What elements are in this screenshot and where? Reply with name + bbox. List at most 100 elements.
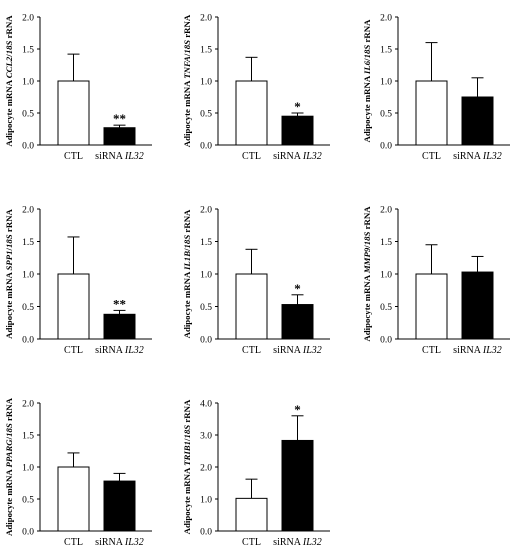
y-tick-label: 1.5 bbox=[200, 45, 212, 55]
category-label: siRNA IL32 bbox=[95, 151, 144, 162]
category-label: CTL bbox=[242, 151, 261, 162]
y-tick-label: 1.5 bbox=[22, 431, 34, 441]
category-label-part: siRNA bbox=[95, 537, 125, 548]
y-axis-label-part: rRNA bbox=[4, 208, 14, 234]
y-tick-label: 0.0 bbox=[22, 335, 34, 345]
panel-mmp9: 0.0 0.5 1.0 1.5 2.0 Adipocyte mRNA MMP9/18S r… bbox=[362, 205, 510, 356]
y-axis-label-part: Adipocyte mRNA bbox=[182, 79, 192, 147]
y-tick-label: 0.0 bbox=[200, 527, 212, 537]
category-label: siRNA IL32 bbox=[273, 345, 322, 356]
category-label-part: IL32 bbox=[302, 345, 322, 356]
y-tick-label: 0.5 bbox=[380, 109, 392, 119]
category-label-part: IL32 bbox=[124, 151, 144, 162]
y-axis-label-part: TNFA bbox=[182, 56, 192, 79]
y-axis-label-part: MMP9 bbox=[362, 247, 372, 274]
y-axis-label-part: 18S bbox=[362, 45, 372, 59]
y-axis-label-part: rRNA bbox=[4, 15, 14, 41]
category-label: CTL bbox=[64, 537, 83, 548]
category-label: siRNA IL32 bbox=[95, 345, 144, 356]
y-axis-label-part: 18S bbox=[4, 40, 14, 54]
y-tick-label: 0.5 bbox=[22, 495, 34, 505]
y-tick-label: 2.0 bbox=[380, 205, 392, 215]
y-tick-label: 1.5 bbox=[200, 238, 212, 248]
y-tick-label: 0.5 bbox=[22, 109, 34, 119]
y-tick-label: 0.0 bbox=[22, 527, 34, 537]
bar-sirna bbox=[461, 271, 494, 340]
bar-sirna bbox=[103, 480, 136, 532]
y-axis-label-part: Adipocyte mRNA bbox=[362, 74, 372, 142]
y-axis-label-part: / bbox=[182, 53, 192, 57]
category-label: CTL bbox=[422, 151, 441, 162]
y-tick-label: 1.0 bbox=[200, 77, 212, 87]
y-axis-label-part: rRNA bbox=[182, 399, 192, 425]
significance-mark: * bbox=[294, 99, 301, 114]
category-label: siRNA IL32 bbox=[273, 151, 322, 162]
panel-il1b: 0.0 0.5 1.0 1.5 2.0 Adipocyte mRNA IL1B/18S r… bbox=[182, 205, 330, 356]
bar-ctl bbox=[235, 497, 268, 532]
y-tick-label: 0.0 bbox=[22, 141, 34, 151]
bar-ctl bbox=[415, 273, 448, 340]
y-axis-label-part: / bbox=[182, 248, 192, 252]
y-axis-label-part: Adipocyte mRNA bbox=[362, 273, 372, 341]
y-tick-label: 3.0 bbox=[200, 431, 212, 441]
y-tick-label: 2.0 bbox=[380, 13, 392, 23]
y-axis-label-part: Adipocyte mRNA bbox=[4, 468, 14, 536]
bar-sirna bbox=[281, 304, 314, 340]
y-tick-label: 1.0 bbox=[22, 463, 34, 473]
category-label-part: IL32 bbox=[124, 537, 144, 548]
y-axis-label-part: Adipocyte mRNA bbox=[182, 466, 192, 534]
category-label-part: siRNA bbox=[95, 345, 125, 356]
bar-ctl bbox=[235, 273, 268, 340]
y-tick-label: 1.5 bbox=[380, 45, 392, 55]
panel-ccl2: 0.0 0.5 1.0 1.5 2.0 Adipocyte mRNA CCL2/18S r… bbox=[4, 13, 152, 162]
y-axis-label-part: 18S bbox=[182, 425, 192, 439]
category-label: siRNA IL32 bbox=[273, 537, 322, 548]
y-axis-label: Adipocyte mRNA TNFA/18S rRNA bbox=[182, 14, 192, 147]
category-label-part: siRNA bbox=[453, 151, 483, 162]
y-axis-label-part: 18S bbox=[4, 234, 14, 248]
y-tick-label: 0.5 bbox=[380, 303, 392, 313]
category-label-part: siRNA bbox=[95, 151, 125, 162]
category-label-part: IL32 bbox=[124, 345, 144, 356]
y-tick-label: 1.0 bbox=[22, 77, 34, 87]
bar-sirna bbox=[461, 96, 494, 146]
y-tick-label: 0.5 bbox=[22, 303, 34, 313]
category-label-part: IL32 bbox=[302, 537, 322, 548]
y-tick-label: 1.5 bbox=[22, 238, 34, 248]
y-axis-label: Adipocyte mRNA PPARG/18S rRNA bbox=[4, 397, 14, 536]
y-tick-label: 0.5 bbox=[200, 109, 212, 119]
panel-pparg: 0.0 0.5 1.0 1.5 2.0 Adipocyte mRNA PPARG/18S … bbox=[4, 397, 152, 548]
panel-spp1: 0.0 0.5 1.0 1.5 2.0 Adipocyte mRNA SPP1/18S r… bbox=[4, 205, 152, 356]
y-axis-label-part: / bbox=[4, 436, 14, 440]
y-tick-label: 1.0 bbox=[22, 270, 34, 280]
y-tick-label: 0.0 bbox=[200, 335, 212, 345]
panel-trib1: 0.0 1.0 2.0 3.0 4.0 Adipocyte mRNA TRIB1/18S … bbox=[182, 399, 330, 548]
y-axis-label-part: 18S bbox=[4, 423, 14, 437]
y-axis-label-part: / bbox=[182, 438, 192, 442]
y-axis-label-part: 18S bbox=[362, 231, 372, 245]
bar-ctl bbox=[235, 80, 268, 146]
significance-mark: * bbox=[294, 402, 301, 417]
category-label: CTL bbox=[242, 345, 261, 356]
y-axis-label-part: / bbox=[362, 58, 372, 62]
y-axis-label-part: / bbox=[4, 54, 14, 58]
y-axis-label-part: rRNA bbox=[362, 19, 372, 45]
category-label: CTL bbox=[64, 345, 83, 356]
y-axis-label: Adipocyte mRNA IL1B/18S rRNA bbox=[182, 209, 192, 338]
category-label: CTL bbox=[422, 345, 441, 356]
y-axis-label: Adipocyte mRNA SPP1/18S rRNA bbox=[4, 208, 14, 338]
bar-ctl bbox=[57, 466, 90, 532]
y-axis-label-part: rRNA bbox=[182, 14, 192, 40]
y-axis-label-part: rRNA bbox=[182, 209, 192, 235]
y-axis-label-part: SPP1 bbox=[4, 250, 14, 270]
category-label-part: siRNA bbox=[273, 151, 303, 162]
category-label-part: siRNA bbox=[453, 345, 483, 356]
y-tick-label: 1.0 bbox=[200, 495, 212, 505]
y-axis-label-part: / bbox=[362, 245, 372, 249]
category-label-part: IL32 bbox=[482, 345, 502, 356]
y-tick-label: 1.0 bbox=[380, 77, 392, 87]
bar-ctl bbox=[415, 80, 448, 146]
y-axis-label-part: IL1B bbox=[182, 251, 192, 271]
category-label: siRNA IL32 bbox=[95, 537, 144, 548]
category-label-part: siRNA bbox=[273, 345, 303, 356]
